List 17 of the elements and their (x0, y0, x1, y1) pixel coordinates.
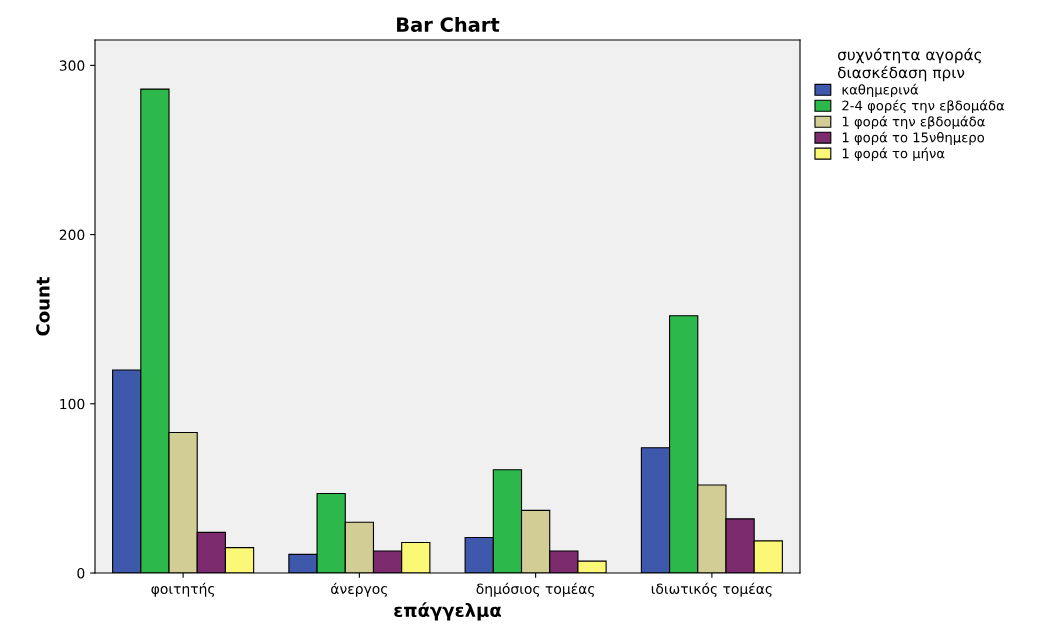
y-tick-label: 300 (59, 60, 85, 71)
y-axis-title: Count (36, 276, 50, 336)
x-tick-label: δημόσιος τομέας (476, 582, 595, 597)
y-tick-label: 0 (77, 567, 85, 579)
x-tick-label: ιδιωτικός τομέας (651, 582, 772, 597)
legend-title: συχνότητα αγοράς διασκέδαση πριν (837, 47, 982, 82)
y-tick-label: 200 (59, 229, 85, 241)
legend-label: 1 φορά το μήνα (842, 147, 945, 161)
y-tick-label: 100 (60, 398, 85, 410)
legend-label: 1 φορά την εβδομάδα (842, 115, 985, 130)
x-axis-title: επάγγελμα (394, 602, 501, 621)
chart-title: Bar Chart (397, 16, 500, 32)
legend-label: καθημερινά (842, 83, 919, 98)
x-tick-label: άνεργος (331, 582, 388, 597)
legend-label: 1 φορά το 15νθημερο (842, 131, 985, 145)
legend-label: 2-4 φορές την εβδομάδα (842, 99, 1005, 114)
x-tick-label: φοιτητής (151, 582, 215, 597)
